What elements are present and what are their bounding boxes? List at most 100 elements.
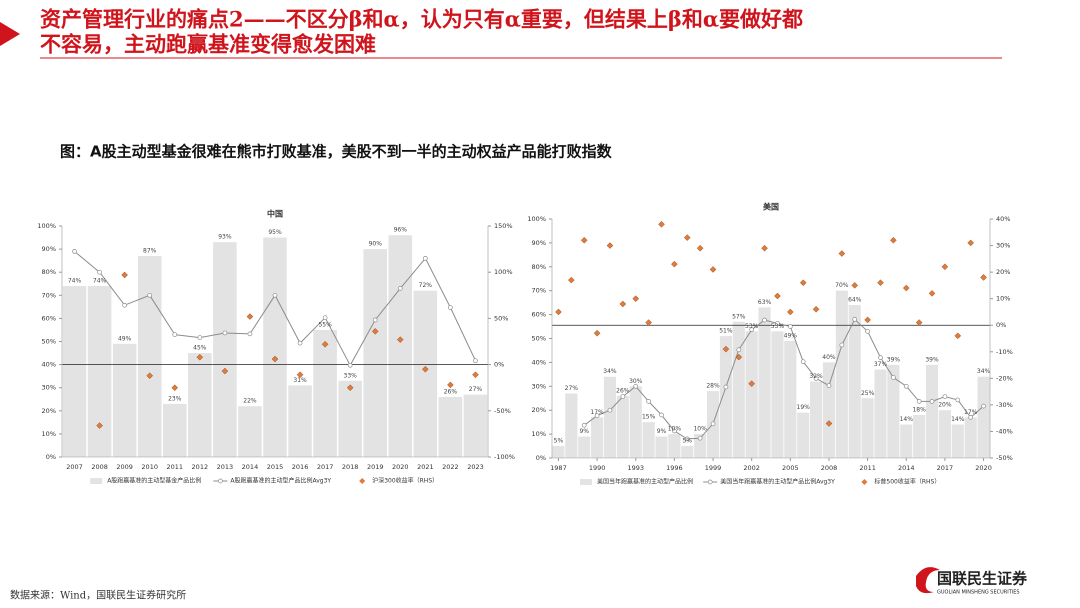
x-tick-label: 2017: [317, 463, 334, 471]
scatter-point: [632, 295, 640, 302]
bar: [162, 403, 187, 457]
y2-tick-label: -100%: [494, 453, 515, 461]
legend-swatch: [359, 478, 366, 484]
y-tick-label: 70%: [532, 287, 546, 295]
value-label: 20%: [938, 402, 952, 409]
header-title: 不容易，主动跑赢基准变得愈发困难: [40, 32, 376, 57]
x-tick-label: 2022: [442, 463, 459, 471]
y2-tick-label: -50%: [996, 454, 1013, 462]
line-marker: [672, 428, 677, 434]
bar: [313, 329, 337, 457]
scatter-point: [346, 384, 354, 391]
y-tick-label: 80%: [42, 268, 56, 276]
line-marker: [813, 376, 819, 381]
y-tick-label: 60%: [42, 314, 56, 322]
x-tick-label: 2005: [782, 464, 799, 472]
bar: [591, 417, 604, 458]
scatter-point: [422, 365, 429, 373]
bar: [861, 398, 874, 458]
bar: [413, 290, 438, 457]
line-marker: [852, 317, 858, 322]
x-tick-label: 2013: [217, 463, 234, 471]
line-marker: [659, 412, 664, 418]
x-tick-label: 2020: [975, 464, 992, 472]
bar: [388, 235, 413, 457]
scatter-point: [671, 260, 678, 268]
y-tick-label: 20%: [42, 407, 56, 415]
bar: [62, 286, 87, 457]
y2-tick-label: 10%: [996, 295, 1010, 303]
y-tick-label: 10%: [532, 430, 546, 438]
line-marker: [607, 407, 613, 413]
bar: [655, 436, 668, 458]
value-label: 74%: [93, 278, 107, 285]
x-tick-label: 2018: [342, 463, 359, 471]
y-tick-label: 40%: [532, 358, 546, 366]
x-tick-label: 2014: [898, 464, 915, 472]
bar: [681, 446, 694, 458]
line-marker: [736, 347, 742, 353]
line-marker: [347, 362, 353, 368]
value-label: 27%: [565, 385, 579, 392]
bar: [642, 422, 655, 458]
scatter-point: [980, 274, 987, 281]
line-marker: [929, 399, 935, 404]
value-label: 55%: [318, 321, 332, 328]
bar: [338, 380, 362, 457]
line-marker: [372, 317, 378, 323]
scatter-point: [321, 340, 329, 348]
bar: [87, 286, 112, 457]
scatter-point: [619, 300, 627, 308]
value-label: 87%: [143, 248, 157, 255]
header-title: 资产管理行业的痛点2——不区分β和α，认为只有α重要，但结果上β和α要做好都: [40, 7, 803, 32]
value-label: 27%: [469, 386, 483, 393]
line-marker: [826, 383, 832, 388]
x-tick-label: 2011: [859, 464, 876, 472]
y-tick-label: 80%: [532, 263, 546, 271]
scatter-point: [447, 381, 454, 389]
source-note: 数据来源：Wind，国联民生证券研究所: [10, 589, 186, 602]
scatter-point: [472, 371, 479, 379]
line-marker: [710, 421, 716, 427]
bar: [616, 395, 629, 458]
line-marker: [968, 415, 974, 420]
bar: [552, 446, 565, 458]
value-label: 18%: [912, 406, 926, 413]
bar: [964, 417, 977, 458]
value-label: 34%: [977, 368, 991, 375]
x-tick-label: 1993: [627, 464, 644, 472]
scatter-point: [915, 319, 923, 326]
scatter-point: [683, 234, 691, 241]
value-label: 70%: [835, 282, 849, 289]
value-label: 39%: [925, 356, 939, 363]
bar: [694, 434, 707, 458]
y-tick-label: 20%: [532, 406, 546, 414]
x-tick-label: 2007: [66, 463, 83, 471]
value-label: 74%: [68, 278, 82, 285]
value-label: 17%: [590, 409, 604, 416]
bar: [112, 343, 137, 457]
bar: [565, 393, 578, 458]
x-tick-label: 2010: [141, 463, 158, 471]
line-marker: [878, 355, 883, 360]
bar: [784, 340, 797, 458]
y2-tick-label: 150%: [494, 222, 513, 230]
bar: [238, 406, 262, 457]
y2-tick-label: 0%: [996, 321, 1006, 329]
value-label: 25%: [861, 390, 875, 397]
scatter-point: [221, 367, 229, 375]
bar: [938, 410, 951, 458]
y2-tick-label: 20%: [996, 268, 1010, 276]
y2-tick-label: -30%: [996, 401, 1013, 409]
bar: [463, 394, 488, 457]
scatter-point: [709, 266, 717, 273]
value-label: 23%: [168, 395, 182, 402]
x-tick-label: 2009: [116, 463, 133, 471]
x-tick-label: 2011: [166, 463, 183, 471]
line-marker: [197, 335, 203, 340]
scatter-point: [246, 313, 254, 320]
y2-tick-label: 0%: [494, 361, 504, 369]
value-label: 10%: [668, 426, 682, 433]
y2-tick-label: 40%: [996, 215, 1010, 223]
value-label: 9%: [579, 428, 589, 435]
